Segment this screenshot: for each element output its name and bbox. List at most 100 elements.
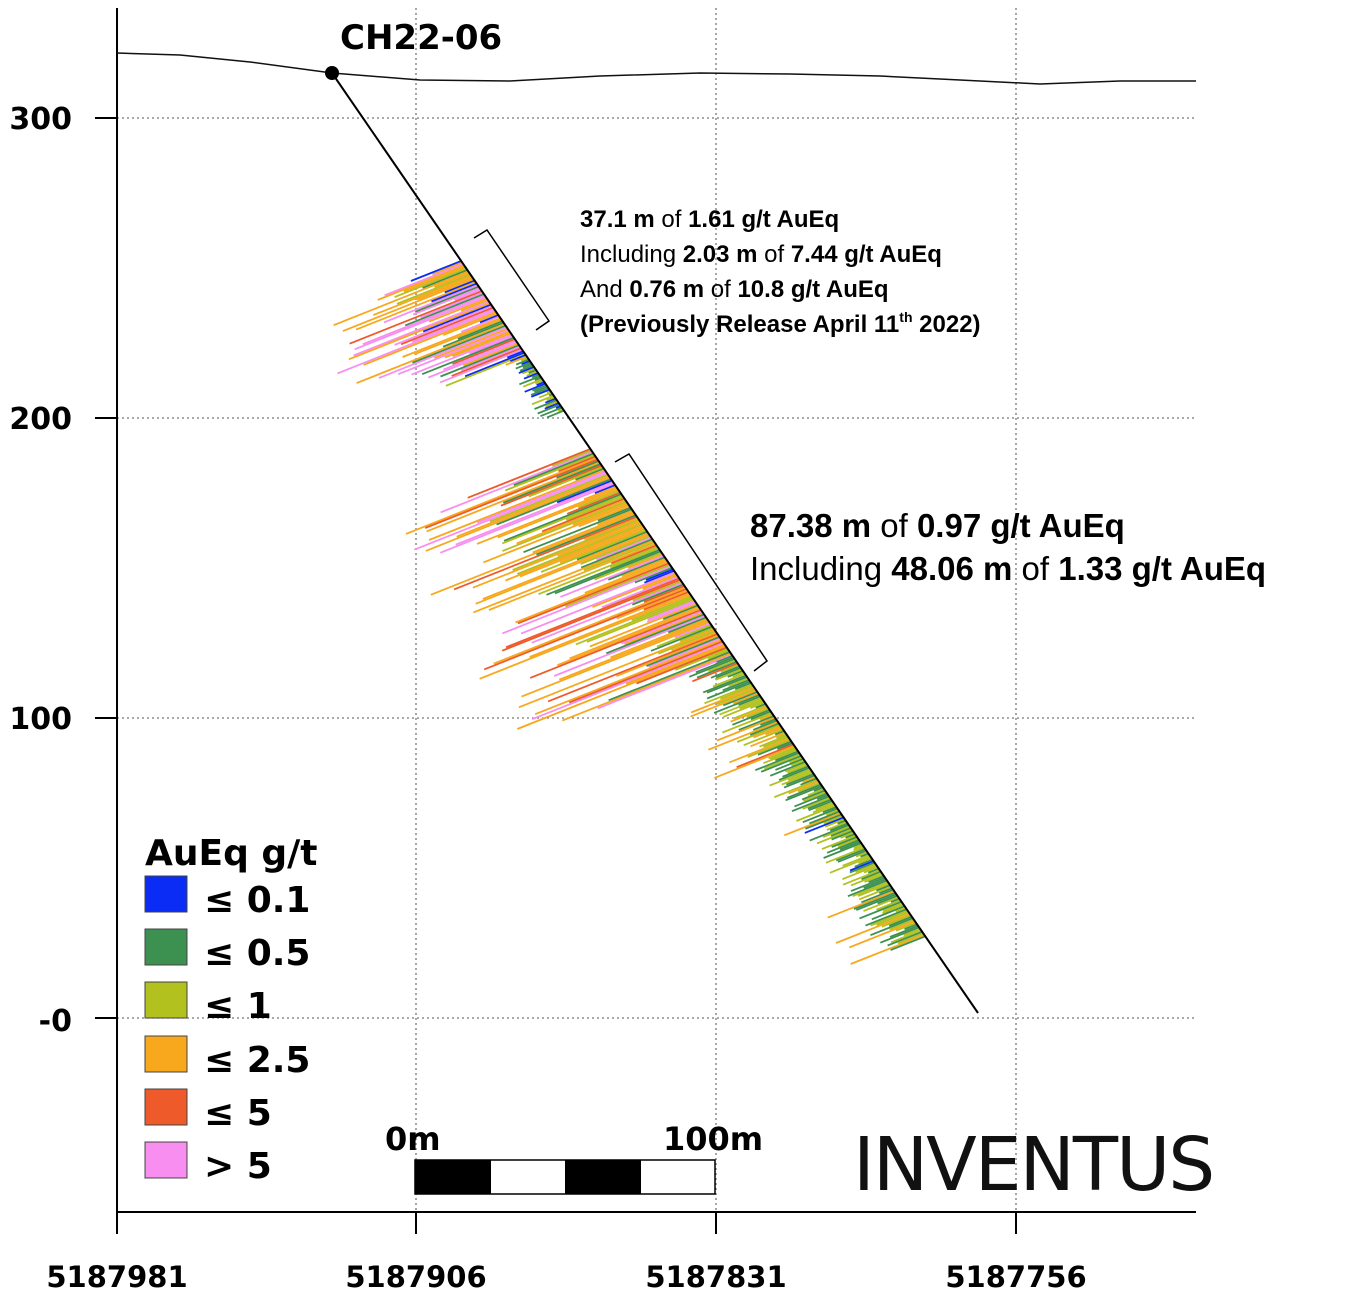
assay-bar <box>890 897 900 903</box>
assay-bar <box>812 803 835 814</box>
assay-bar <box>557 521 642 557</box>
assay-bar <box>396 273 471 305</box>
assay-bar <box>444 330 511 359</box>
assay-bar <box>565 563 671 608</box>
assay-bar <box>605 613 705 655</box>
legend-title: AuEq g/t <box>145 833 318 874</box>
assay-bar <box>830 827 852 837</box>
assay-bar <box>657 630 716 655</box>
assay-bar <box>808 800 833 812</box>
assay-bar <box>754 751 800 772</box>
assay-bar <box>760 754 802 773</box>
assay-bar <box>656 624 712 648</box>
assay-bar <box>791 795 830 813</box>
assay-bar <box>803 791 827 802</box>
assay-bar <box>528 466 604 498</box>
assay-bar <box>516 523 643 575</box>
assay-bar <box>903 927 921 937</box>
assay-bar <box>715 668 743 681</box>
assay-bar <box>575 467 605 481</box>
assay-bar <box>763 736 789 748</box>
inventus-logo: INVENTUS <box>853 1122 1213 1208</box>
assay-bar <box>400 306 494 346</box>
assay-bar <box>413 472 608 551</box>
assay-bar <box>774 750 799 762</box>
assay-bar <box>824 818 846 828</box>
assay-bar <box>667 616 707 634</box>
assay-bar <box>786 783 822 799</box>
assay-bar <box>545 397 557 404</box>
assay-bar <box>855 851 868 858</box>
assay-bar <box>410 260 462 282</box>
assay-bar <box>802 776 817 784</box>
assay-bar <box>785 785 823 802</box>
assay-bar <box>825 846 865 864</box>
assay-bar <box>505 355 528 366</box>
assay-bar <box>713 694 760 714</box>
assay-bar <box>879 926 920 944</box>
assay-bar <box>750 710 772 721</box>
assay-bar <box>797 782 821 793</box>
assay-bar <box>584 559 668 594</box>
assay-bar <box>509 354 527 363</box>
assay-bar <box>432 261 463 276</box>
assay-bar <box>773 779 819 799</box>
assay-bar <box>519 375 541 386</box>
assay-bar <box>821 834 857 850</box>
hole-id-label: CH22-06 <box>340 18 502 58</box>
assay-bar <box>714 745 795 779</box>
assay-bar <box>831 836 858 848</box>
assay-bar <box>858 857 872 865</box>
assay-histogram <box>333 260 926 965</box>
assay-bar <box>783 812 841 837</box>
assay-bar <box>805 813 842 830</box>
assay-bar <box>845 833 856 839</box>
assay-bar <box>736 743 794 769</box>
assay-bar <box>895 906 906 913</box>
assay-bar <box>476 470 607 524</box>
assay-bar <box>476 487 618 545</box>
assay-bar <box>424 458 598 529</box>
assay-bar <box>769 768 811 787</box>
assay-bar <box>807 798 832 810</box>
assay-bar <box>496 478 612 526</box>
assay-bar <box>710 665 741 679</box>
grid-lines <box>117 8 1196 1213</box>
assay-bar <box>412 324 506 364</box>
assay-bar <box>505 524 644 582</box>
assay-bar <box>781 771 813 786</box>
assay-bar <box>616 589 688 620</box>
assay-bar <box>826 821 848 831</box>
assay-bar <box>642 574 678 590</box>
assay-bar <box>464 351 525 378</box>
assay-bar <box>519 526 645 578</box>
assay-bar <box>716 688 756 705</box>
assay-bar <box>535 379 544 385</box>
drill-trace <box>331 72 979 1014</box>
assay-bar <box>531 394 555 406</box>
assay-bar <box>445 353 526 387</box>
y-tick-label: -0 <box>39 1004 72 1039</box>
x-tick-label: 5187906 <box>345 1260 486 1293</box>
assay-bar <box>362 294 486 346</box>
y-tick-label: 300 <box>9 102 72 137</box>
assay-bar <box>644 569 675 584</box>
assay-bar <box>580 538 653 569</box>
assay-bar <box>643 591 689 611</box>
assay-bar <box>750 731 786 748</box>
assay-bar <box>536 381 545 387</box>
assay-bar <box>534 385 548 393</box>
assay-bar <box>531 642 725 721</box>
assay-bar <box>871 905 905 921</box>
assay-bar <box>802 797 831 810</box>
interval-bracket-lower <box>614 453 769 672</box>
scale-start-label: 0m <box>385 1120 441 1158</box>
assay-bar <box>786 773 815 786</box>
assay-bar <box>333 270 469 327</box>
assay-bar <box>852 881 889 898</box>
assay-bar <box>842 854 870 867</box>
assay-bar <box>878 887 893 895</box>
assay-bar <box>863 866 879 874</box>
assay-bar <box>621 557 667 578</box>
assay-bar <box>727 669 744 678</box>
